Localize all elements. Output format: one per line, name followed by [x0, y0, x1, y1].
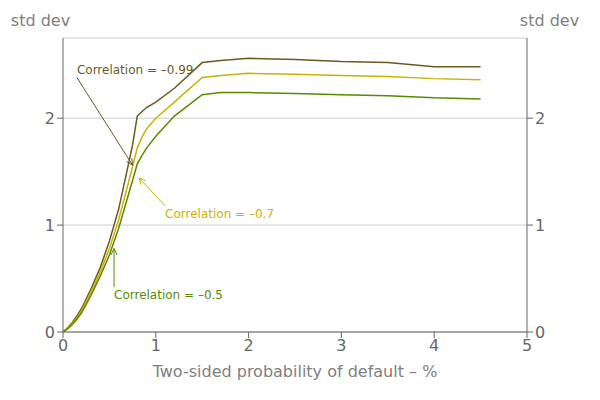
svg-text:0: 0 [535, 323, 545, 342]
svg-text:Correlation = –0.99: Correlation = –0.99 [77, 63, 194, 77]
svg-text:std dev: std dev [11, 11, 70, 30]
svg-text:std dev: std dev [520, 11, 579, 30]
svg-text:1: 1 [151, 336, 161, 355]
svg-text:Correlation = –0.5: Correlation = –0.5 [114, 288, 223, 302]
svg-text:Two-sided probability of defau: Two-sided probability of default – % [152, 362, 438, 381]
svg-text:2: 2 [244, 336, 254, 355]
svg-text:0: 0 [58, 336, 68, 355]
svg-text:1: 1 [45, 216, 55, 235]
svg-text:2: 2 [535, 109, 545, 128]
svg-text:2: 2 [45, 109, 55, 128]
svg-text:5: 5 [522, 336, 532, 355]
svg-text:0: 0 [45, 323, 55, 342]
svg-text:3: 3 [336, 336, 346, 355]
svg-text:4: 4 [429, 336, 439, 355]
svg-text:Correlation = –0.7: Correlation = –0.7 [165, 207, 274, 221]
svg-text:1: 1 [535, 216, 545, 235]
